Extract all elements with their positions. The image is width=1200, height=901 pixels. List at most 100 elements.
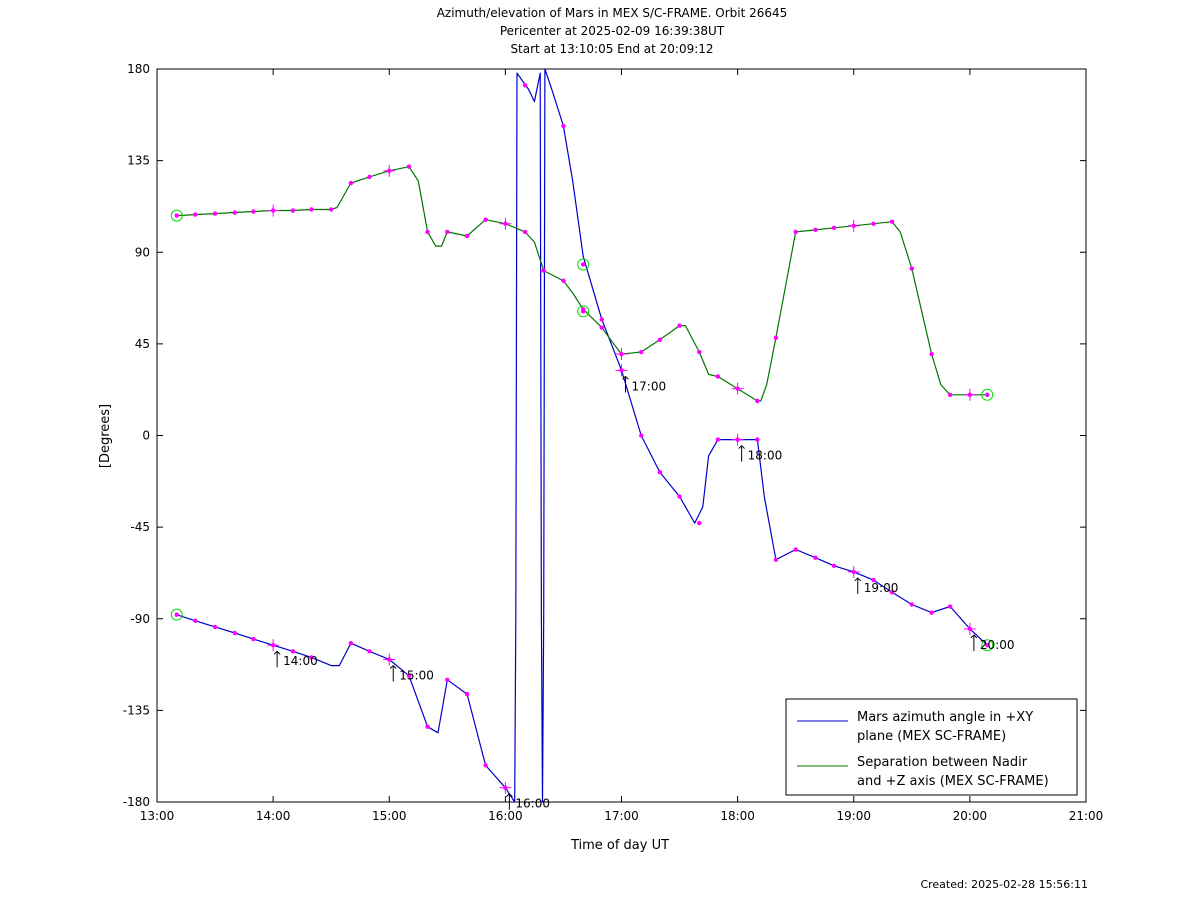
hour-marker [963, 622, 976, 635]
chart-title: Azimuth/elevation of Mars in MEX S/C-FRA… [437, 6, 788, 20]
data-point [522, 229, 528, 235]
data-point [348, 180, 354, 186]
data-point [715, 374, 721, 379]
data-point [947, 392, 953, 397]
y-tick-label: -180 [123, 795, 150, 809]
data-point [251, 636, 256, 642]
data-point [251, 209, 256, 214]
annotation-layer: 14:00 15:00 16:00 17:00 18:00 19:00 20:00 [273, 375, 1015, 811]
hour-marker [615, 364, 628, 377]
data-point [947, 604, 953, 609]
hour-marker [499, 781, 512, 794]
data-point [212, 211, 218, 216]
hour-marker [267, 204, 280, 217]
data-point [406, 673, 412, 678]
data-point [657, 469, 663, 475]
hour-marker [847, 565, 860, 578]
x-tick-label: 15:00 [372, 809, 407, 823]
x-tick-label: 20:00 [953, 809, 988, 823]
chart-title-group: Azimuth/elevation of Mars in MEX S/C-FRA… [437, 6, 788, 56]
annotation-label: 16:00 [515, 797, 550, 811]
data-point [793, 547, 798, 552]
data-point [755, 398, 760, 404]
data-point [929, 351, 934, 357]
data-point [522, 83, 528, 88]
y-tick-label: -45 [130, 520, 150, 534]
hour-marker [731, 382, 744, 395]
endpoint-marker [981, 639, 994, 652]
hour-marker [963, 388, 976, 401]
legend-label-separation-1: Separation between Nadir [857, 755, 1028, 770]
y-tick-label: -90 [130, 612, 150, 626]
data-point [193, 212, 198, 217]
hour-marker [383, 653, 396, 666]
data-point [715, 437, 721, 442]
data-point [599, 325, 604, 330]
hour-annotation: 16:00 [506, 793, 550, 811]
annotation-label: 15:00 [399, 668, 434, 682]
y-tick-label: 90 [135, 245, 150, 259]
data-point [367, 649, 372, 654]
data-point [677, 323, 682, 328]
legend-label-azimuth-2: plane (MEX SC-FRAME) [857, 729, 1006, 744]
data-point [831, 225, 837, 231]
data-point [889, 219, 895, 224]
chart-subtitle-start-end: Start at 13:10:05 End at 20:09:12 [510, 42, 713, 56]
data-point [773, 557, 779, 562]
annotation-label: 18:00 [748, 449, 783, 463]
hour-marker [615, 348, 628, 361]
chart-subtitle-pericenter: Pericenter at 2025-02-09 16:39:38UT [500, 24, 725, 38]
data-point [871, 577, 876, 583]
x-tick-label: 13:00 [140, 809, 175, 823]
data-point [232, 630, 238, 636]
series-line-azimuth [176, 68, 988, 803]
data-point [929, 610, 934, 615]
data-point [367, 174, 372, 180]
data-point [889, 590, 895, 595]
hour-annotation: 15:00 [389, 665, 434, 682]
data-point [464, 691, 470, 697]
data-point [909, 266, 915, 271]
data-point [657, 337, 663, 343]
data-point [425, 724, 430, 729]
hour-marker [499, 217, 512, 230]
data-point [677, 494, 682, 499]
data-point [755, 437, 760, 442]
created-timestamp: Created: 2025-02-28 15:56:11 [920, 878, 1088, 891]
data-point [561, 123, 566, 129]
series-layer [176, 68, 988, 803]
hour-annotation: 19:00 [854, 577, 899, 595]
hour-annotation: 18:00 [738, 445, 783, 463]
annotation-label: 20:00 [980, 638, 1015, 652]
data-point [639, 349, 644, 355]
y-tick-label: 0 [142, 429, 150, 443]
x-axis-label: Time of day UT [570, 838, 669, 853]
hour-marker [383, 164, 396, 177]
data-point [348, 640, 354, 646]
annotation-label: 17:00 [632, 379, 667, 393]
data-point [697, 520, 702, 526]
legend-label-separation-2: and +Z axis (MEX SC-FRAME) [857, 774, 1049, 789]
data-point [425, 229, 430, 235]
data-point [193, 618, 198, 623]
data-point [483, 217, 488, 222]
hour-annotation: 20:00 [970, 634, 1015, 652]
data-point [212, 624, 218, 630]
x-tick-label: 21:00 [1069, 809, 1104, 823]
x-tick-label: 14:00 [256, 809, 291, 823]
data-point [290, 208, 296, 213]
data-point [483, 763, 488, 768]
annotation-label: 14:00 [283, 654, 318, 668]
endpoint-marker [170, 608, 183, 621]
annotation-label: 19:00 [864, 581, 899, 595]
data-point [309, 207, 314, 212]
data-point [813, 227, 818, 233]
data-point [773, 335, 779, 340]
hour-annotation: 17:00 [622, 375, 667, 393]
x-tick-label: 18:00 [720, 809, 755, 823]
plot-frame [156, 68, 1087, 803]
hour-marker [847, 219, 860, 232]
y-axis-label: [Degrees] [98, 404, 113, 468]
data-point [445, 677, 450, 683]
